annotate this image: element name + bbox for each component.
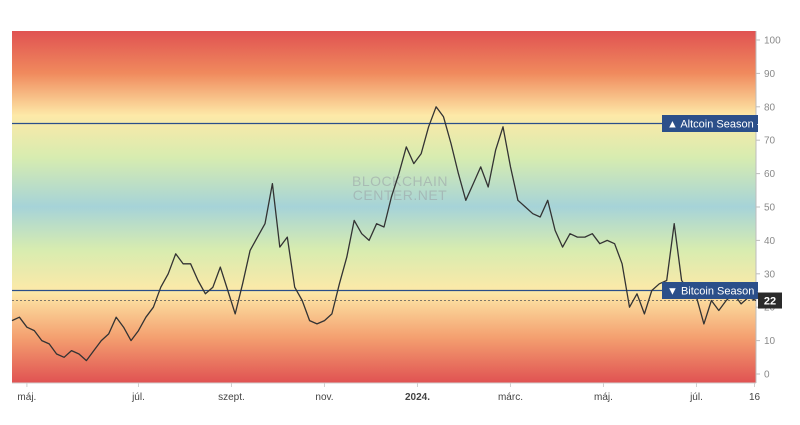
y-tick-label: 40 [764, 236, 776, 247]
y-tick-label: 10 [764, 336, 776, 347]
y-tick-label: 60 [764, 169, 776, 180]
label-text: ▲ Altcoin Season - 75 [667, 119, 776, 131]
watermark: BLOCKCHAIN CENTER.NET [352, 173, 448, 203]
x-tick-label: szept. [218, 392, 245, 403]
series-line [11, 106, 757, 362]
x-tick-label: júl. [131, 392, 145, 403]
label-box [662, 115, 758, 132]
y-tick-label: 0 [764, 370, 770, 381]
x-tick-label: máj. [17, 392, 36, 403]
y-tick-label: 100 [764, 36, 781, 47]
label-box [662, 282, 758, 299]
current-value-tag: 22 [758, 292, 782, 309]
plot-background [12, 31, 756, 383]
threshold-lines [12, 122, 756, 301]
current-value-text: 22 [764, 296, 776, 308]
y-tick-label: 70 [764, 136, 776, 147]
series-layer [11, 106, 757, 362]
y-tick-label: 80 [764, 102, 776, 113]
x-tick-label: máj. [594, 392, 613, 403]
x-tick-label: júl. [689, 392, 703, 403]
x-tick-label: 2024. [405, 392, 430, 403]
x-axis: máj. júl. szept. nov. 2024. márc. máj. júl. 16 [12, 382, 761, 403]
altcoin-season-label: ▲ Altcoin Season - 75 [662, 115, 776, 132]
threshold-labels: ▲ Altcoin Season - 75 ▼ Bitcoin Season - … [662, 115, 782, 309]
y-tick-label: 90 [764, 69, 776, 80]
y-axis: 0102030405060708090100 [755, 31, 781, 383]
bitcoin-season-label: ▼ Bitcoin Season - 25 [662, 282, 776, 299]
label-text: ▼ Bitcoin Season - 25 [667, 286, 776, 298]
current-value-box [758, 292, 782, 309]
y-tick-label: 30 [764, 269, 776, 280]
x-tick-label: 16 [749, 392, 761, 403]
y-tick-label: 50 [764, 203, 776, 214]
x-tick-label: nov. [315, 392, 333, 403]
x-tick-label: márc. [498, 392, 523, 403]
watermark-line-2: CENTER.NET [353, 187, 447, 203]
watermark-line-1: BLOCKCHAIN [352, 173, 448, 189]
